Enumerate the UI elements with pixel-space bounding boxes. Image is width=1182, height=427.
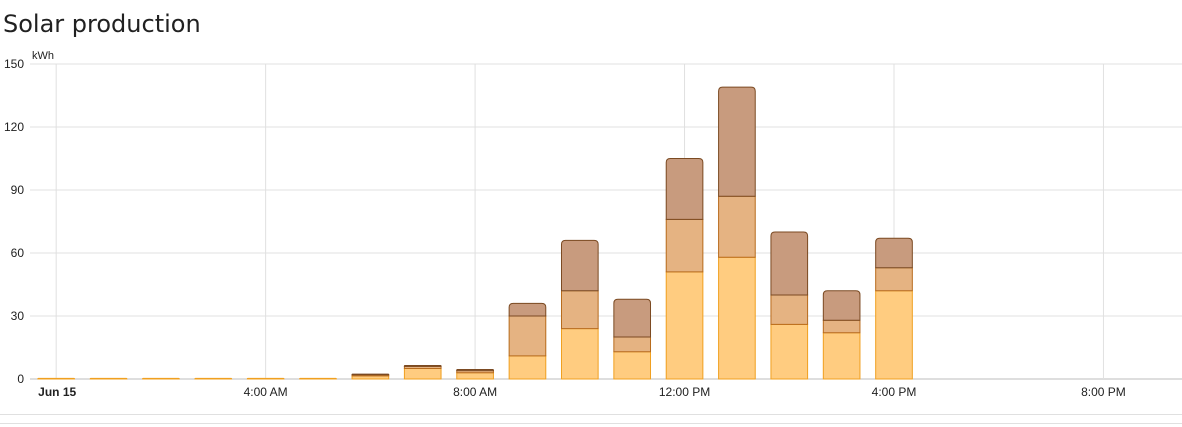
bar-segment-series-1[interactable] — [246, 377, 285, 380]
bar-segment-series-1[interactable] — [142, 377, 180, 380]
x-tick-label: 4:00 PM — [872, 385, 917, 399]
bar-segment-series-3[interactable] — [351, 373, 390, 376]
bar-segment-series-1[interactable] — [508, 355, 547, 380]
bar-segment-series-2[interactable] — [718, 195, 756, 258]
y-axis-unit: kWh — [32, 50, 54, 62]
bar-segment-series-1[interactable] — [613, 351, 652, 380]
bar-segment-series-2[interactable] — [770, 294, 809, 325]
divider — [0, 414, 1182, 415]
bar-segment-series-2[interactable] — [560, 290, 599, 330]
bar-segment-series-3[interactable] — [456, 369, 494, 372]
bar-segment-series-1[interactable] — [875, 290, 913, 380]
card-title: Solar production — [3, 10, 201, 38]
bar-segment-series-1[interactable] — [89, 377, 128, 380]
bar-segment-series-3[interactable] — [718, 86, 756, 197]
y-tick-label: 0 — [17, 372, 24, 386]
bar-segment-series-2[interactable] — [508, 315, 547, 357]
bar-segment-series-3[interactable] — [508, 302, 547, 317]
x-tick-label: Jun 15 — [38, 385, 76, 399]
y-tick-label: 150 — [4, 57, 24, 71]
y-tick-label: 90 — [11, 183, 25, 197]
bar-segment-series-3[interactable] — [822, 290, 861, 321]
bar-segment-series-2[interactable] — [665, 218, 704, 273]
bar-segment-series-3[interactable] — [770, 231, 809, 296]
bar-segment-series-1[interactable] — [770, 323, 809, 380]
bar-segment-series-3[interactable] — [875, 237, 913, 269]
x-tick-label: 8:00 AM — [453, 385, 497, 399]
chart-bars — [37, 86, 913, 380]
x-axis-ticks: Jun 15 4:00 AM 8:00 AM 12:00 PM 4:00 PM 8:00 … — [38, 385, 1126, 399]
bar-segment-series-1[interactable] — [560, 328, 599, 380]
bar-segment-series-3[interactable] — [403, 365, 442, 367]
bar-segment-series-1[interactable] — [822, 332, 861, 380]
bar-segment-series-1[interactable] — [665, 271, 704, 380]
divider — [0, 423, 1182, 424]
bar-segment-series-2[interactable] — [822, 319, 861, 334]
chart-grid — [30, 63, 1182, 380]
bar-segment-series-3[interactable] — [665, 158, 704, 220]
y-axis-ticks: 0 30 60 90 120 150 — [4, 57, 24, 386]
bar-segment-series-1[interactable] — [37, 377, 76, 380]
x-tick-label: 4:00 AM — [244, 385, 288, 399]
bar-segment-series-1[interactable] — [299, 377, 337, 380]
x-tick-label: 8:00 PM — [1081, 385, 1126, 399]
bar-segment-series-2[interactable] — [875, 267, 913, 292]
bar-segment-series-1[interactable] — [194, 377, 233, 380]
bar-segment-series-3[interactable] — [613, 298, 652, 338]
y-tick-label: 30 — [11, 309, 25, 323]
bar-segment-series-2[interactable] — [613, 336, 652, 353]
bar-segment-series-3[interactable] — [560, 239, 599, 292]
bar-segment-series-1[interactable] — [718, 256, 756, 380]
bar-segment-series-1[interactable] — [403, 368, 442, 380]
y-tick-label: 60 — [11, 246, 25, 260]
x-tick-label: 12:00 PM — [659, 385, 710, 399]
y-tick-label: 120 — [4, 120, 24, 134]
bar-segment-series-1[interactable] — [456, 372, 494, 380]
